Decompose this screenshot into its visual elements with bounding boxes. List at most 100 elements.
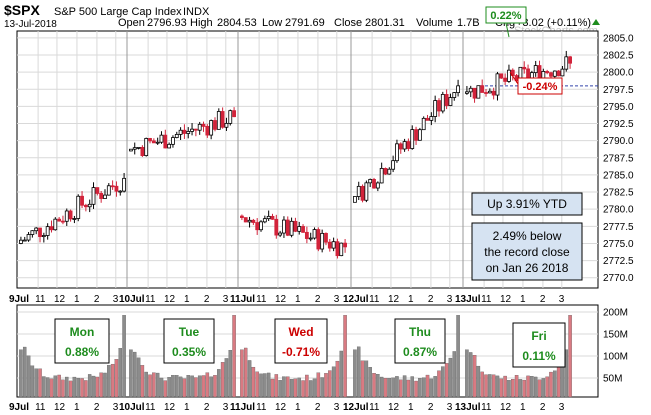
candle-body [465,91,469,94]
candle-body [201,123,206,127]
candle-body [259,221,263,231]
candle-body [522,66,527,70]
volume-tick-label: 200M [603,308,628,319]
x-tick-label: 1 [520,294,526,305]
candle-body [167,143,172,149]
candle-body [144,138,149,156]
candle-body [444,94,449,106]
volume-bar [433,376,437,398]
candle-body [383,168,388,175]
day-fri-pct: 0.11% [522,349,556,363]
x-tick-label: 11Jul [230,294,255,305]
volume-bar [194,377,198,398]
candle-body [353,196,357,203]
candle-body [379,168,384,184]
drop-label: -0.24% [523,81,558,93]
volume-value: 1.7B [457,17,480,29]
volume-bar [421,377,426,398]
volume-bar [395,376,399,398]
candle-body [274,218,279,236]
volume-bar [132,351,137,398]
candle-body [34,227,39,232]
x-tick-label: 1 [408,294,414,305]
close-value: 2801.31 [365,17,405,29]
volume-bar [282,376,286,398]
x-tick-label: 11 [369,294,380,305]
candle-body [440,94,445,112]
candle-body [335,241,340,257]
candle-body [151,140,156,144]
candle-body [417,129,422,141]
volume-tick-label: 50M [603,374,622,385]
x-tick-label: 2 [94,402,100,413]
x-tick-label: 11 [145,402,156,413]
price-tick-label: 2802.5 [603,50,634,61]
candle-body [491,90,496,96]
price-axis: 2805.0 2802.5 2800.0 2797.5 2795.0 2792.5 2790… [603,33,634,284]
day-tue-pct: 0.35% [172,345,206,359]
volume-bar [68,380,73,398]
volume-bar [545,376,549,398]
candle-body [174,134,179,138]
day-box-thu: Thu 0.87% [394,318,446,364]
volume-bar [107,365,111,398]
x-tick-label: 10Jul [119,294,145,305]
volume-bar [163,380,168,398]
candle-body [285,219,290,236]
volume-bar [356,346,361,398]
volume-bar [228,350,233,398]
volume-bar [308,380,313,398]
x-tick-label: 11 [145,294,156,305]
volume-bar [182,378,187,398]
candle-body [243,217,248,223]
volume-bar [103,372,107,398]
volume-axis: 200M 150M 100M 50M [603,308,628,385]
volume-bar [140,365,145,398]
candle-body [368,179,373,184]
candle-body [19,239,23,244]
record-line1: 2.49% below [493,229,562,243]
candle-body [282,219,286,234]
x-tick-label: 3 [447,402,453,413]
x-tick-label: 3 [559,402,565,413]
price-tick-label: 2800.0 [603,68,634,79]
price-tick-label: 2795.0 [603,102,634,113]
volume-bars [19,315,572,398]
volume-bar [22,346,27,398]
candle-body [552,70,557,77]
ytd-label: Up 3.91% YTD [487,197,567,211]
volume-bar [255,371,259,398]
volume-tick-label: 150M [603,330,628,341]
volume-bar [379,376,384,398]
volume-bar [297,377,301,398]
volume-bar [65,376,69,398]
candle-body [68,210,73,220]
volume-bar [175,375,179,398]
x-tick-label: 12Jul [343,402,369,413]
volume-bar [406,379,411,398]
candle-body [209,120,214,136]
day-box-mon: Mon 0.88% [54,318,110,364]
price-tick-label: 2790.0 [603,136,634,147]
candle-body [148,138,152,142]
volume-bar [564,349,569,398]
candle-body [83,204,88,208]
volume-bar [293,378,298,398]
candle-body [456,85,460,94]
volume-bar [266,372,271,398]
day-tue-name: Tue [179,325,200,339]
candle-body [247,219,252,223]
price-tick-label: 2805.0 [603,33,634,44]
price-tick-label: 2785.0 [603,170,634,181]
candle-body [421,117,426,131]
candle-body [312,229,317,239]
candle-body [293,220,298,232]
x-tick-label: 2 [428,294,434,305]
candle-body [360,185,365,201]
candle-body [57,218,62,222]
x-tick-label: 2 [540,294,546,305]
volume-bar [530,376,534,398]
candle-body [278,232,283,236]
volume-bar [522,379,526,398]
candle-body [197,123,202,131]
